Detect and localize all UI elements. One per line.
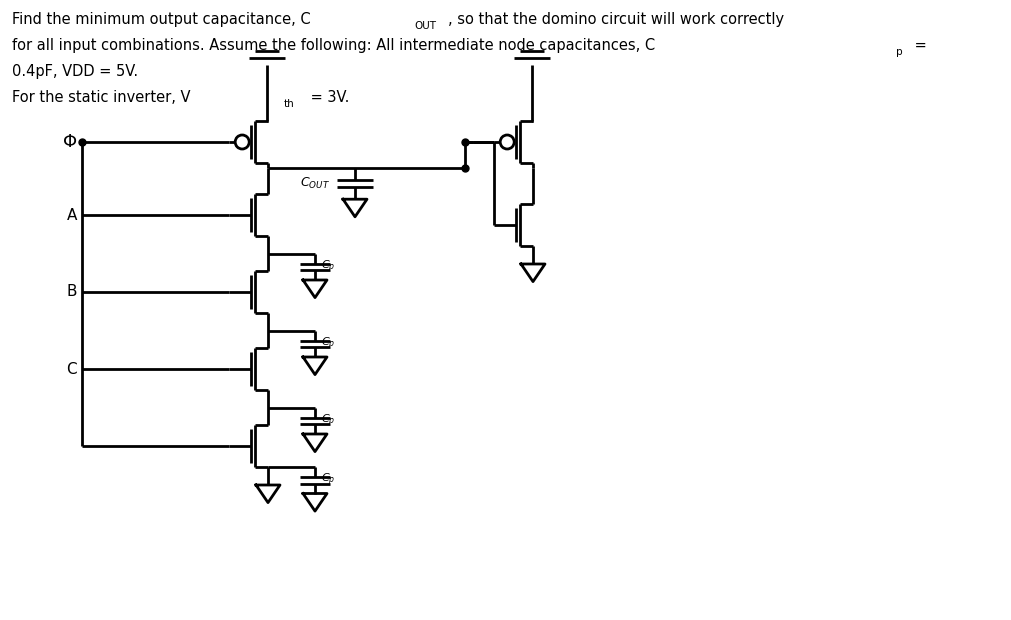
Text: = 3V.: = 3V.: [306, 90, 350, 105]
Text: For the static inverter, V: For the static inverter, V: [12, 90, 190, 105]
Text: $C_{OUT}$: $C_{OUT}$: [300, 176, 330, 191]
Text: C: C: [67, 361, 77, 376]
Text: A: A: [67, 208, 77, 223]
Text: , so that the domino circuit will work correctly: , so that the domino circuit will work c…: [448, 12, 785, 27]
Text: $C_p$: $C_p$: [321, 335, 336, 352]
Text: th: th: [284, 99, 295, 109]
Text: for all input combinations. Assume the following: All intermediate node capacita: for all input combinations. Assume the f…: [12, 38, 655, 53]
Text: $C_p$: $C_p$: [321, 472, 336, 489]
Text: 0.4pF, VDD = 5V.: 0.4pF, VDD = 5V.: [12, 64, 139, 79]
Text: =: =: [910, 38, 927, 53]
Text: $C_p$: $C_p$: [321, 259, 336, 275]
Text: p: p: [896, 47, 903, 57]
Text: OUT: OUT: [413, 21, 436, 31]
Text: B: B: [67, 285, 77, 299]
Text: Find the minimum output capacitance, C: Find the minimum output capacitance, C: [12, 12, 310, 27]
Text: $C_p$: $C_p$: [321, 412, 336, 429]
Text: $\Phi$: $\Phi$: [62, 133, 77, 151]
